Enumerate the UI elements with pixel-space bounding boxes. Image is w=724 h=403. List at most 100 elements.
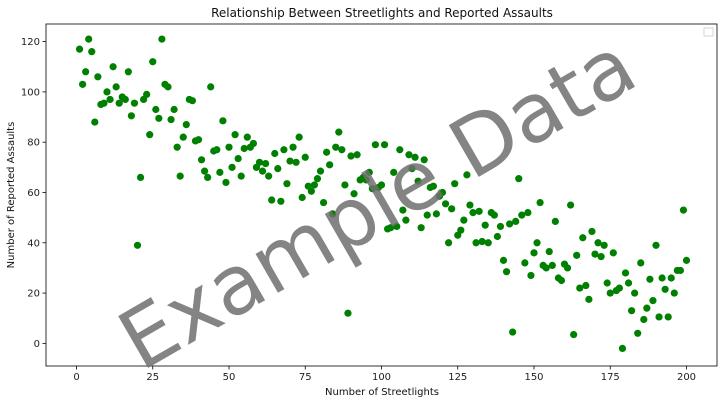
data-point [509, 328, 517, 336]
data-point [124, 68, 132, 76]
data-point [344, 309, 352, 317]
data-point [408, 165, 416, 173]
data-point [475, 207, 483, 215]
data-point [216, 168, 224, 176]
data-point [609, 249, 617, 257]
data-point [637, 259, 645, 267]
data-point [390, 168, 398, 176]
data-point [365, 168, 373, 176]
data-point [600, 241, 608, 249]
data-point [457, 226, 465, 234]
data-point [548, 261, 556, 270]
data-point [402, 216, 410, 224]
data-point [173, 143, 181, 151]
data-point [405, 151, 413, 159]
data-point [130, 99, 139, 107]
data-point [164, 83, 172, 91]
data-point [121, 95, 129, 104]
data-point [646, 275, 654, 283]
data-point [448, 205, 456, 213]
data-point [152, 105, 160, 114]
data-point [143, 90, 151, 99]
data-point [643, 304, 651, 312]
data-point [490, 211, 498, 219]
data-point [240, 144, 248, 153]
data-point [582, 281, 590, 290]
data-point [484, 239, 492, 247]
data-point [237, 172, 245, 180]
data-points [75, 35, 691, 352]
data-point [618, 344, 627, 352]
x-axis-title: Number of Streetlights [325, 387, 439, 398]
y-tick-label: 100 [21, 87, 40, 98]
data-point [563, 264, 572, 272]
data-point [176, 172, 184, 180]
data-point [231, 131, 239, 139]
data-point [88, 48, 96, 56]
data-point [109, 63, 117, 71]
data-point [316, 167, 325, 175]
data-point [621, 269, 630, 277]
data-point [112, 83, 120, 91]
data-point [573, 251, 581, 259]
data-point [136, 173, 145, 181]
y-tick-label: 60 [27, 188, 40, 199]
data-point [133, 241, 142, 249]
data-point [313, 175, 322, 183]
data-point [222, 178, 230, 187]
data-point [377, 181, 386, 189]
data-point [115, 99, 123, 107]
data-point [570, 330, 578, 339]
data-point [307, 187, 315, 195]
data-point [295, 133, 303, 141]
data-point [640, 315, 648, 324]
legend-box [703, 27, 714, 37]
data-point [79, 80, 87, 88]
y-tick-label: 40 [27, 238, 40, 249]
data-point [91, 118, 99, 126]
data-point [682, 256, 691, 264]
data-point [393, 222, 401, 231]
data-point [576, 284, 584, 292]
x-tick-label: 0 [73, 372, 79, 383]
data-point [624, 279, 633, 287]
y-axis-title: Number of Reported Assaults [6, 122, 17, 269]
data-point [429, 182, 437, 190]
data-point [207, 83, 215, 91]
data-point [441, 200, 450, 208]
data-point [332, 143, 340, 151]
data-point [106, 95, 114, 104]
x-tick-label: 175 [601, 372, 620, 383]
data-point [579, 234, 587, 242]
data-point [149, 58, 157, 66]
data-point [664, 313, 672, 321]
data-point [82, 68, 90, 76]
data-point [271, 149, 279, 158]
y-tick-label: 20 [27, 289, 40, 300]
data-point [283, 180, 291, 188]
data-point [451, 180, 459, 188]
data-point [469, 209, 477, 217]
axis-ticks: 0 25 50 75 100 125 150 175 200 0 20 40 60 80 100 120 [21, 37, 696, 383]
data-point [286, 157, 294, 165]
data-point [597, 253, 605, 261]
data-point [219, 117, 227, 125]
data-point [301, 153, 309, 161]
data-point [655, 313, 663, 321]
data-point [319, 198, 328, 207]
data-point [194, 136, 203, 144]
data-point [463, 171, 471, 179]
data-point [506, 220, 514, 228]
data-point [127, 112, 135, 120]
data-point [268, 196, 276, 204]
data-point [438, 188, 447, 197]
data-point [466, 201, 474, 209]
chart-title: Relationship Between Streetlights and Re… [211, 6, 553, 20]
data-point [188, 97, 196, 105]
data-point [326, 161, 334, 169]
data-point [478, 237, 486, 246]
data-point [481, 221, 489, 229]
data-point [524, 209, 532, 217]
data-point [371, 141, 379, 149]
data-point [380, 141, 389, 149]
